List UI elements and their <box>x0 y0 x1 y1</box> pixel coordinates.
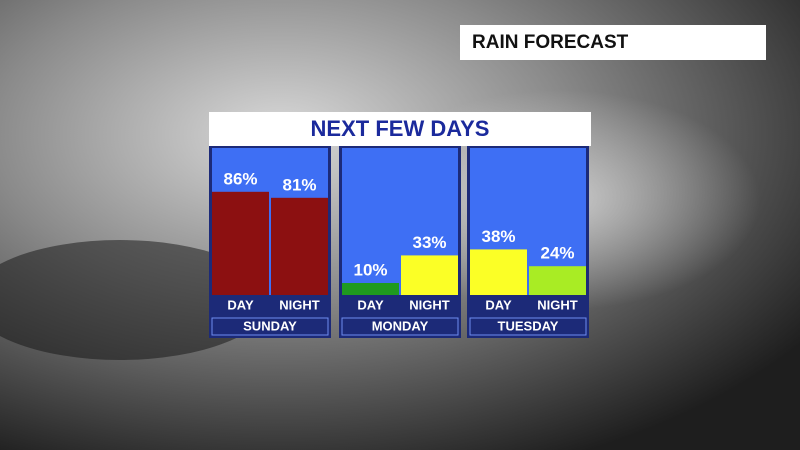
period-label: NIGHT <box>409 297 450 312</box>
day-strip <box>469 317 587 336</box>
bar <box>212 191 269 295</box>
value-label: 81% <box>282 175 316 194</box>
title-box <box>209 112 591 146</box>
background-shadow <box>0 240 270 360</box>
period-label: NIGHT <box>537 297 578 312</box>
bar <box>470 249 527 295</box>
value-label: 24% <box>540 244 574 263</box>
bar <box>529 266 586 295</box>
day-name: TUESDAY <box>498 318 559 333</box>
value-label: 10% <box>353 260 387 279</box>
day-name: MONDAY <box>372 318 429 333</box>
day-strip <box>211 317 329 336</box>
day-strip <box>341 317 459 336</box>
period-label: DAY <box>227 297 254 312</box>
value-label: 38% <box>481 227 515 246</box>
value-label: 33% <box>412 233 446 252</box>
day-name: SUNDAY <box>243 318 297 333</box>
bar <box>401 255 458 295</box>
title: NEXT FEW DAYS <box>311 116 490 141</box>
label: RAIN FORECAST <box>472 32 629 53</box>
value-label: 86% <box>223 169 257 188</box>
period-label: NIGHT <box>279 297 320 312</box>
bar <box>342 283 399 295</box>
period-label: DAY <box>485 297 512 312</box>
label-box <box>460 25 766 60</box>
bar <box>271 197 328 295</box>
period-label: DAY <box>357 297 384 312</box>
